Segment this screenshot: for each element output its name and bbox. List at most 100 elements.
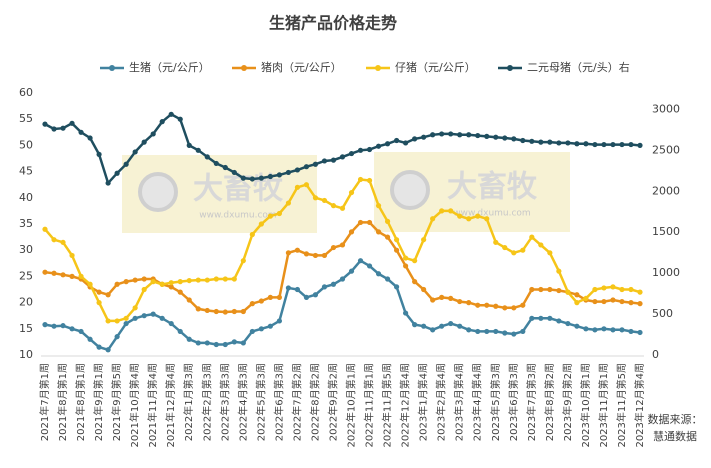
point-marker (393, 237, 400, 243)
point-marker (637, 289, 643, 295)
point-marker (195, 277, 201, 283)
series-line (44, 259, 641, 352)
y-tick-label: 50 (19, 138, 33, 151)
x-tick-label: 2023年11月第1周 (597, 363, 610, 448)
chart-title: 生猪产品价格走势 (269, 14, 397, 33)
point-marker (150, 279, 156, 285)
point-marker (366, 177, 373, 184)
x-tick-label: 2023年7月第3周 (525, 363, 538, 441)
point-marker (177, 328, 183, 335)
point-marker (403, 310, 409, 316)
point-marker (448, 320, 454, 327)
point-marker (384, 218, 391, 224)
point-marker (366, 263, 373, 269)
point-marker (141, 276, 147, 282)
point-marker (231, 276, 237, 282)
point-marker (484, 133, 490, 139)
point-marker (132, 315, 138, 321)
legend-marker (375, 65, 381, 71)
point-marker (556, 318, 562, 324)
point-marker (222, 164, 228, 171)
point-marker (412, 279, 418, 285)
legend-marker (109, 65, 115, 71)
x-tick-label: 2022年8月第2周 (308, 363, 321, 441)
point-marker (375, 229, 382, 235)
point-marker (384, 141, 391, 147)
point-marker (592, 327, 598, 333)
point-marker (457, 323, 463, 329)
point-marker (312, 161, 319, 167)
point-marker (493, 239, 499, 245)
watermark-url: www.dxumu.com (453, 209, 530, 219)
point-marker (511, 250, 517, 256)
point-marker (42, 269, 48, 275)
x-tick-label: 2022年12月第4周 (399, 363, 412, 448)
point-marker (150, 311, 156, 317)
point-marker (547, 315, 553, 321)
point-marker (583, 295, 589, 302)
point-marker (366, 219, 373, 226)
legend-label: 生猪（元/公斤） (129, 60, 210, 74)
x-tick-label: 2021年9月第5周 (110, 363, 123, 441)
legend-label: 仔猪（元/公斤） (395, 61, 476, 74)
point-marker (393, 137, 400, 144)
point-marker (430, 132, 436, 138)
point-marker (114, 170, 120, 176)
point-marker (330, 157, 337, 163)
point-marker (610, 284, 616, 290)
point-marker (186, 277, 192, 284)
point-marker (303, 251, 310, 257)
point-marker (222, 276, 228, 282)
y-tick-label: 10 (19, 348, 33, 361)
point-marker (87, 135, 93, 141)
point-marker (511, 136, 517, 142)
point-marker (213, 341, 219, 348)
point-marker (114, 318, 120, 324)
point-marker (421, 323, 427, 329)
y2-tick-label: 2500 (652, 143, 680, 156)
point-marker (529, 286, 535, 293)
point-marker (204, 154, 210, 160)
point-marker (511, 305, 517, 311)
point-marker (439, 294, 445, 300)
point-marker (159, 281, 165, 287)
point-marker (123, 279, 129, 285)
x-tick-label: 2022年10月第1周 (345, 363, 358, 448)
point-marker (583, 141, 589, 147)
point-marker (384, 276, 391, 282)
point-marker (403, 140, 409, 146)
point-marker (276, 172, 282, 178)
point-marker (285, 285, 292, 291)
point-marker (466, 132, 472, 138)
point-marker (249, 328, 255, 335)
point-marker (339, 242, 346, 248)
point-marker (601, 141, 607, 148)
point-marker (628, 141, 634, 148)
point-marker (231, 308, 237, 315)
y-tick-label: 40 (19, 191, 33, 204)
point-marker (493, 328, 499, 335)
point-marker (168, 111, 174, 117)
point-marker (141, 139, 147, 145)
point-marker (502, 330, 508, 336)
point-marker (141, 313, 147, 319)
point-marker (87, 336, 93, 342)
point-marker (267, 173, 273, 180)
x-tick-label: 2023年11月第5周 (615, 363, 628, 448)
legend-marker (241, 65, 247, 71)
point-marker (403, 255, 409, 261)
point-marker (186, 297, 192, 303)
y-tick-label: 30 (19, 243, 33, 256)
point-marker (520, 328, 526, 335)
point-marker (96, 300, 102, 306)
x-tick-label: 2023年8月第2周 (543, 363, 556, 441)
watermark: 大畜牧 (447, 170, 538, 205)
point-marker (330, 244, 337, 251)
point-marker (276, 294, 282, 300)
point-marker (132, 149, 138, 155)
point-marker (412, 136, 418, 142)
point-marker (601, 326, 607, 332)
point-marker (78, 273, 84, 279)
point-marker (114, 281, 120, 287)
point-marker (457, 132, 463, 138)
